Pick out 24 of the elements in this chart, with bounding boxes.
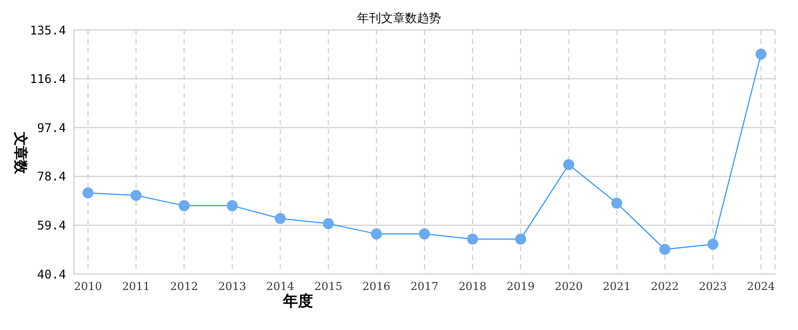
y-tick-label: 40.4 bbox=[37, 267, 66, 282]
x-tick-label: 2015 bbox=[314, 280, 342, 293]
x-tick-label: 2018 bbox=[458, 280, 487, 293]
y-tick-label: 78.4 bbox=[37, 170, 66, 184]
x-tick-label: 2010 bbox=[74, 280, 102, 293]
y-tick-label: 135.4 bbox=[30, 23, 66, 38]
x-tick-label: 2023 bbox=[698, 280, 727, 293]
x-tick-label: 2022 bbox=[650, 280, 679, 293]
x-tick-label: 2020 bbox=[554, 280, 583, 293]
y-tick-label: 97.4 bbox=[37, 120, 66, 135]
chart-title: 年刊文章数趋势 bbox=[357, 11, 441, 25]
x-tick-label: 2017 bbox=[410, 280, 438, 293]
x-tick-label: 2013 bbox=[218, 280, 246, 293]
x-tick-label: 2016 bbox=[362, 280, 390, 293]
y-tick-label: 59.4 bbox=[37, 218, 66, 232]
x-tick-label: 2019 bbox=[506, 280, 535, 293]
x-tick-label: 2014 bbox=[266, 280, 294, 293]
x-tick-label: 2021 bbox=[602, 280, 631, 293]
y-tick-label: 116.4 bbox=[30, 72, 66, 86]
x-tick-label: 2012 bbox=[170, 280, 198, 293]
x-axis-title: 年度 bbox=[282, 292, 314, 311]
x-tick-label: 2024 bbox=[747, 280, 775, 293]
y-axis-title: 文章数 bbox=[11, 131, 29, 176]
x-tick-label: 2011 bbox=[122, 280, 150, 293]
